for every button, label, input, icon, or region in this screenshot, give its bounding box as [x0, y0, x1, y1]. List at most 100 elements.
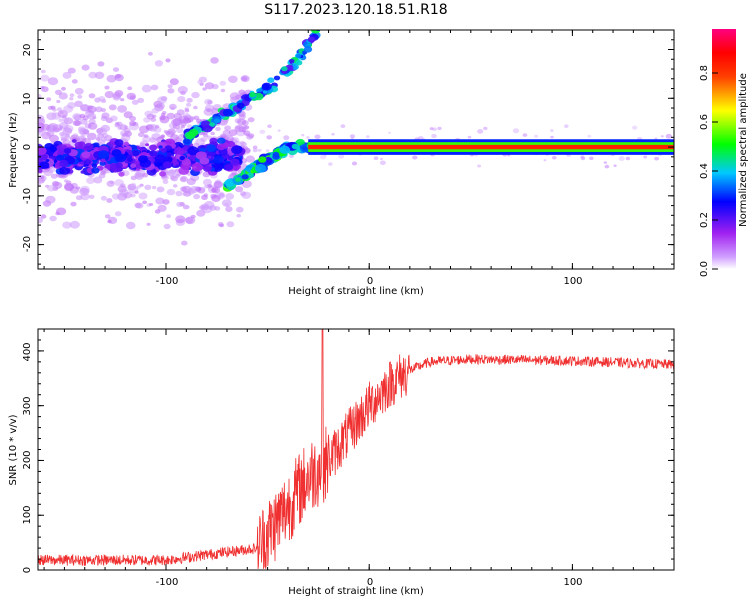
- heatmap-cell: [228, 129, 238, 137]
- heatmap-cell: [120, 98, 125, 102]
- heatmap-cell: [193, 142, 200, 148]
- heatmap-cell: [220, 88, 226, 93]
- heatmap-cell: [289, 154, 294, 158]
- heatmap-cell: [379, 160, 386, 166]
- heatmap-cell: [83, 143, 94, 151]
- heatmap-cell: [196, 187, 206, 194]
- heatmap-cell: [62, 71, 72, 79]
- heatmap-cell: [141, 151, 147, 156]
- heatmap-cell: [151, 107, 159, 114]
- heatmap-cell: [660, 135, 664, 138]
- heatmap-cell: [295, 53, 302, 59]
- heatmap-cell: [183, 146, 189, 151]
- heatmap-cell: [95, 137, 101, 141]
- heatmap-cell: [306, 136, 310, 139]
- heatmap-cell: [63, 148, 72, 154]
- snr-ylabel: SNR (10 * v/v): [8, 414, 19, 485]
- heatmap-cell: [213, 155, 224, 164]
- heatmap-cell: [197, 80, 203, 84]
- heatmap-cell: [92, 142, 100, 148]
- heatmap-cell: [56, 154, 65, 161]
- heatmap-cell: [76, 186, 81, 190]
- heatmap-cell: [80, 193, 90, 201]
- heatmap-cell: [512, 128, 520, 134]
- heatmap-cell: [185, 216, 196, 225]
- heatmap-cell: [91, 163, 98, 168]
- heatmap-cell: [273, 75, 281, 81]
- heatmap-cell: [160, 148, 167, 153]
- heatmap-cell: [289, 59, 295, 64]
- heatmap-cell: [301, 134, 305, 137]
- heatmap-cell: [166, 214, 172, 219]
- heatmap-cell: [158, 145, 163, 149]
- heatmap-cell: [147, 124, 158, 132]
- heatmap-cell: [80, 135, 85, 139]
- heatmap-cell: [314, 134, 321, 140]
- heatmap-cell: [134, 202, 142, 208]
- heatmap-cell: [587, 134, 592, 138]
- heatmap-cell: [154, 154, 166, 163]
- heatmap-cell: [283, 135, 290, 141]
- heatmap-cell: [131, 150, 140, 157]
- heatmap-cell: [239, 140, 245, 145]
- heatmap-cell: [193, 193, 201, 200]
- heatmap-cell: [84, 159, 92, 165]
- heatmap-cell: [604, 164, 610, 169]
- heatmap-cell: [203, 185, 209, 189]
- heatmap-cell: [534, 134, 539, 138]
- spectrogram-xlabel: Height of straight line (km): [288, 286, 424, 297]
- heatmap-cell: [259, 129, 266, 134]
- heatmap-cell: [106, 74, 117, 83]
- heatmap-cell: [123, 111, 133, 119]
- heatmap-cell: [166, 152, 173, 157]
- heatmap-cell: [580, 156, 586, 161]
- heatmap-cell: [99, 169, 107, 176]
- heatmap-cell: [179, 155, 185, 161]
- heatmap-cell: [483, 126, 488, 131]
- heatmap-cell: [47, 184, 56, 192]
- heatmap-cell: [230, 158, 240, 166]
- spectrogram-xtick-1: 0: [367, 276, 373, 287]
- heatmap-cell: [166, 188, 176, 196]
- heatmap-cell: [349, 134, 356, 139]
- heatmap-cell: [262, 90, 268, 94]
- heatmap-cell: [237, 118, 247, 126]
- heatmap-cell: [119, 124, 128, 131]
- heatmap-cell: [249, 92, 256, 98]
- heatmap-cell: [213, 118, 221, 124]
- heatmap-cell: [552, 155, 557, 160]
- heatmap-cell: [38, 169, 43, 174]
- spectrogram-ylabel: Frequency (Hz): [8, 112, 19, 188]
- heatmap-cell: [88, 71, 98, 79]
- heatmap-cell: [236, 102, 245, 109]
- heatmap-cell: [550, 135, 554, 139]
- heatmap-cell: [191, 91, 200, 99]
- heatmap-cell: [189, 186, 199, 194]
- heatmap-cell: [176, 201, 184, 208]
- heatmap-cell: [277, 129, 281, 132]
- heatmap-cell: [88, 194, 95, 199]
- heatmap-cell: [265, 149, 270, 153]
- heatmap-cell: [39, 161, 50, 169]
- heatmap-cell: [138, 192, 148, 200]
- heatmap-cell: [104, 85, 110, 90]
- heatmap-cell: [210, 57, 219, 64]
- heatmap-cell: [182, 192, 188, 197]
- heatmap-cell: [40, 175, 45, 179]
- heatmap-cell: [127, 86, 133, 91]
- heatmap-cell: [115, 162, 123, 169]
- heatmap-cell: [141, 84, 152, 93]
- heatmap-cell: [225, 206, 233, 213]
- heatmap-cell: [225, 193, 235, 200]
- heatmap-cell: [258, 156, 267, 163]
- heatmap-cell: [88, 122, 98, 130]
- heatmap-cell: [88, 93, 96, 99]
- heatmap-cell: [146, 113, 155, 120]
- heatmap-cell: [214, 206, 221, 211]
- heatmap-cell: [95, 106, 103, 113]
- heatmap-cell: [216, 143, 226, 151]
- heatmap-cell: [145, 143, 150, 147]
- heatmap-cell: [206, 144, 216, 152]
- heatmap-cell: [127, 157, 133, 162]
- heatmap-cell: [47, 77, 59, 86]
